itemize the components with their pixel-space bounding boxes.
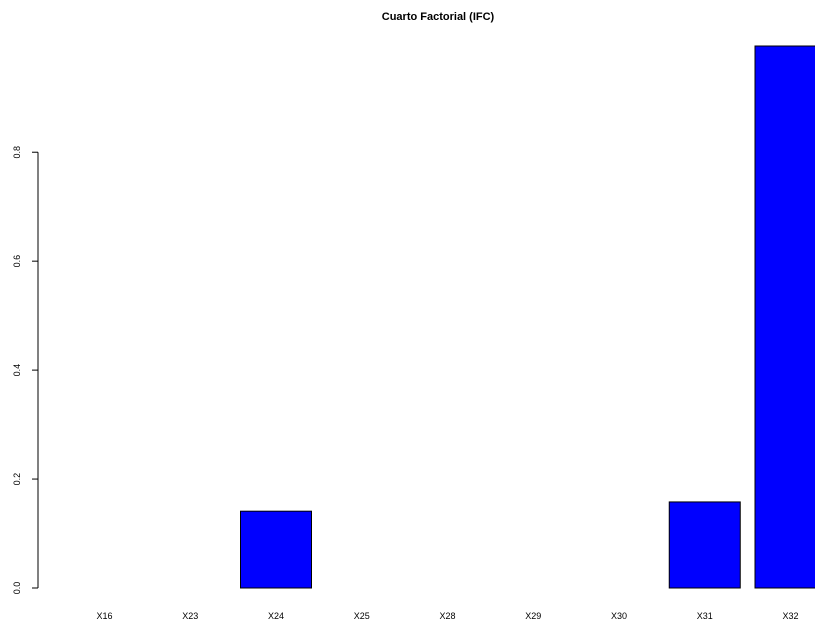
x-tick-label-x32: X32 xyxy=(782,611,798,621)
y-tick-label: 0.6 xyxy=(12,255,22,268)
y-tick-label: 0.8 xyxy=(12,146,22,159)
bar-x32 xyxy=(754,45,815,589)
x-tick-label-x24: X24 xyxy=(268,611,284,621)
x-tick-label-x29: X29 xyxy=(525,611,541,621)
x-tick-label-x23: X23 xyxy=(182,611,198,621)
x-axis-labels: X16 X23 X24 X25 X28 X29 X30 X31 X32 xyxy=(96,611,798,621)
bar-x24 xyxy=(240,510,312,589)
x-tick-label-x28: X28 xyxy=(439,611,455,621)
x-tick-label-x16: X16 xyxy=(96,611,112,621)
x-tick-label-x25: X25 xyxy=(354,611,370,621)
x-tick-label-x31: X31 xyxy=(697,611,713,621)
y-tick-label: 0.0 xyxy=(12,582,22,595)
y-tick-label: 0.2 xyxy=(12,473,22,486)
bars xyxy=(240,45,815,589)
x-tick-label-x30: X30 xyxy=(611,611,627,621)
bar-x31 xyxy=(668,501,741,589)
y-tick-label: 0.4 xyxy=(12,364,22,377)
y-axis-ticks: 0.0 0.2 0.4 0.6 0.8 xyxy=(12,146,38,594)
chart-title: Cuarto Factorial (IFC) xyxy=(382,11,495,23)
